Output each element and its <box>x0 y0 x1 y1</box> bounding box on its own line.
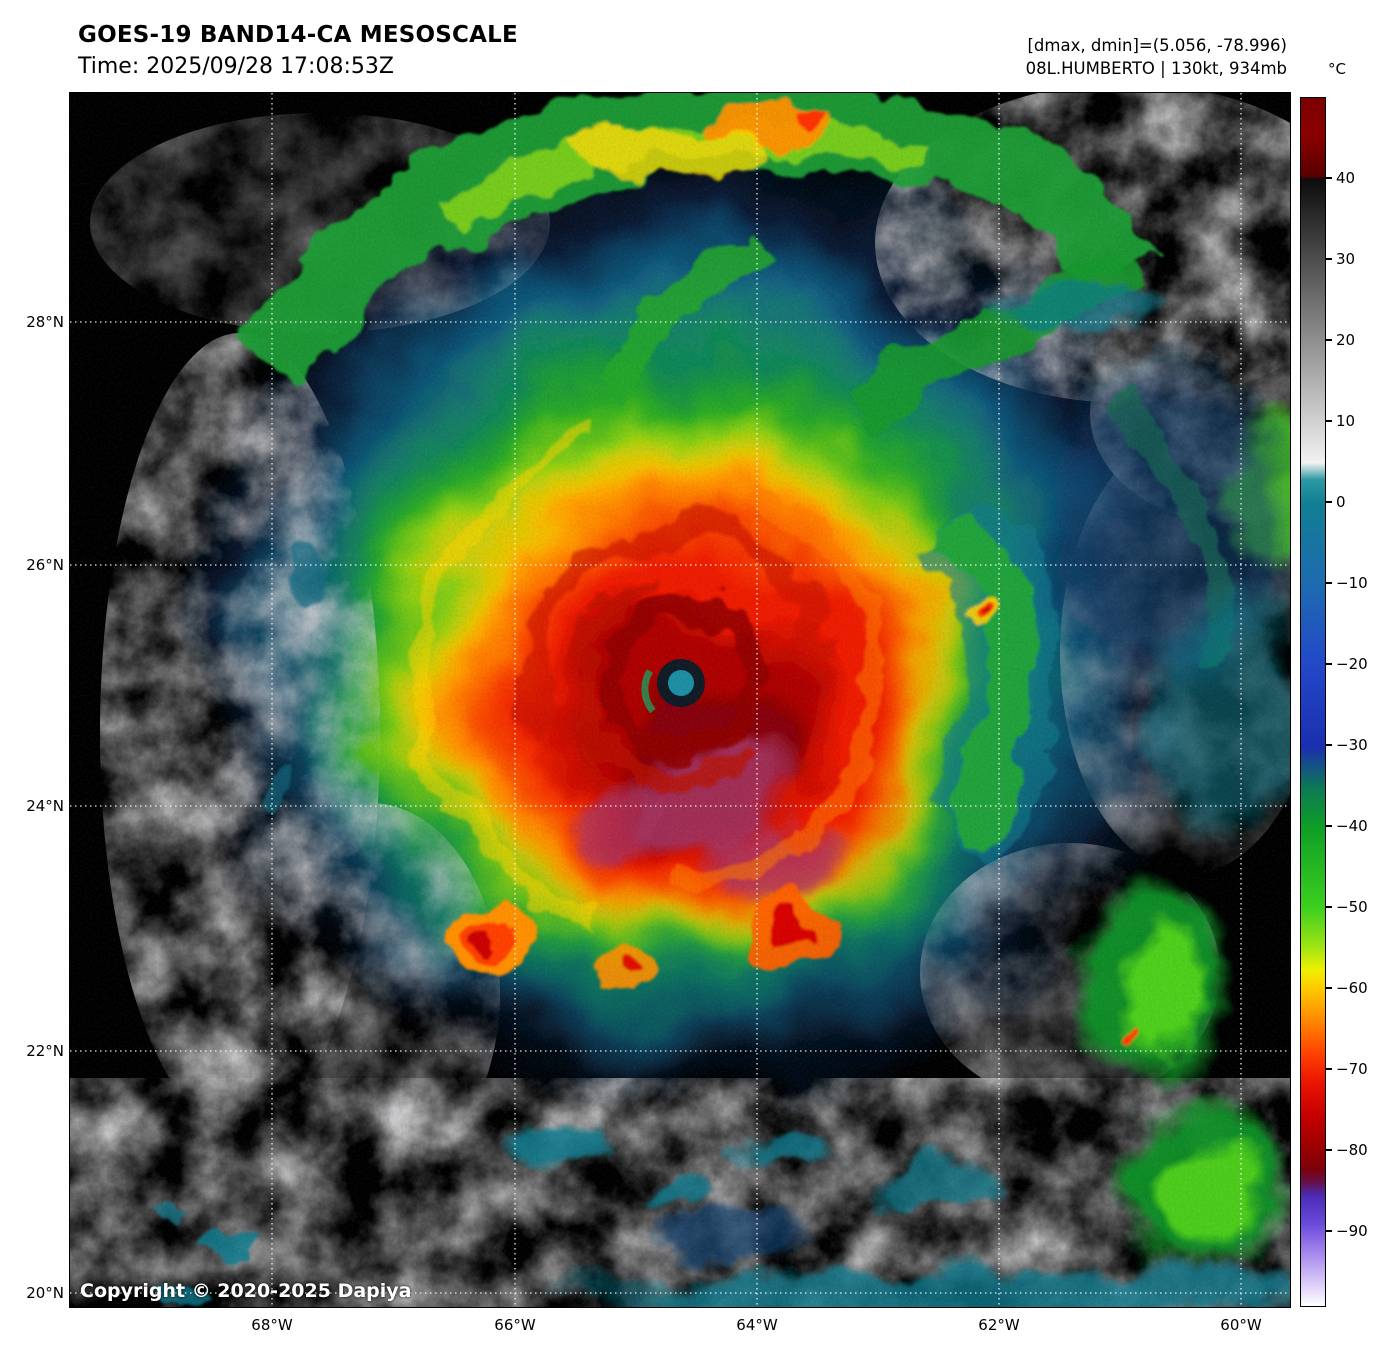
colorbar-tick-label: −50 <box>1336 898 1368 916</box>
satellite-map <box>69 92 1291 1308</box>
gridlines <box>70 93 1290 1307</box>
lat-label: 20°N <box>26 1284 64 1302</box>
colorbar-tick <box>1326 1068 1332 1070</box>
colorbar-tick <box>1326 1149 1332 1151</box>
lat-label: 22°N <box>26 1042 64 1060</box>
colorbar-tick <box>1326 420 1332 422</box>
colorbar-tick <box>1326 582 1332 584</box>
satellite-image <box>70 93 1290 1307</box>
lon-label: 60°W <box>1220 1316 1262 1334</box>
lat-label: 26°N <box>26 556 64 574</box>
lon-label: 64°W <box>736 1316 778 1334</box>
lat-label: 24°N <box>26 797 64 815</box>
colorbar-unit-label: °C <box>1328 60 1346 78</box>
colorbar-tick <box>1326 339 1332 341</box>
colorbar-tick <box>1326 744 1332 746</box>
colorbar-tick-label: 30 <box>1336 250 1356 268</box>
colorbar-tick <box>1326 177 1332 179</box>
header-right: [dmax, dmin]=(5.056, -78.996) 08L.HUMBER… <box>1026 34 1287 80</box>
colorbar-tick <box>1326 663 1332 665</box>
colorbar-tick-label: −10 <box>1336 574 1368 592</box>
lat-label: 28°N <box>26 313 64 331</box>
copyright-label: Copyright © 2020-2025 Dapiya <box>80 1280 412 1302</box>
colorbar-tick <box>1326 987 1332 989</box>
colorbar-tick <box>1326 825 1332 827</box>
lon-label: 62°W <box>978 1316 1020 1334</box>
colorbar-tick <box>1326 501 1332 503</box>
colorbar-tick-label: −90 <box>1336 1222 1368 1240</box>
grain-dark <box>70 93 1290 1307</box>
colorbar-tick <box>1326 1230 1332 1232</box>
colorbar-tick-label: −30 <box>1336 736 1368 754</box>
colorbar <box>1300 97 1326 1307</box>
colorbar-tick-label: −40 <box>1336 817 1368 835</box>
colorbar-tick-label: 0 <box>1336 493 1346 511</box>
colorbar-tick <box>1326 258 1332 260</box>
colorbar-tick-label: 40 <box>1336 169 1356 187</box>
lon-label: 66°W <box>494 1316 536 1334</box>
time-label: Time: 2025/09/28 17:08:53Z <box>78 54 394 79</box>
lon-label: 68°W <box>251 1316 293 1334</box>
colorbar-tick-label: 10 <box>1336 412 1356 430</box>
colorbar-tick-label: −60 <box>1336 979 1368 997</box>
colorbar-tick <box>1326 906 1332 908</box>
page-title: GOES-19 BAND14-CA MESOSCALE <box>78 22 518 48</box>
colorbar-tick-label: −20 <box>1336 655 1368 673</box>
storm-info-label: 08L.HUMBERTO | 130kt, 934mb <box>1025 59 1287 78</box>
dmax-dmin-label: [dmax, dmin]=(5.056, -78.996) <box>1027 36 1288 55</box>
colorbar-tick-label: 20 <box>1336 331 1356 349</box>
colorbar-tick-label: −70 <box>1336 1060 1368 1078</box>
colorbar-tick-label: −80 <box>1336 1141 1368 1159</box>
